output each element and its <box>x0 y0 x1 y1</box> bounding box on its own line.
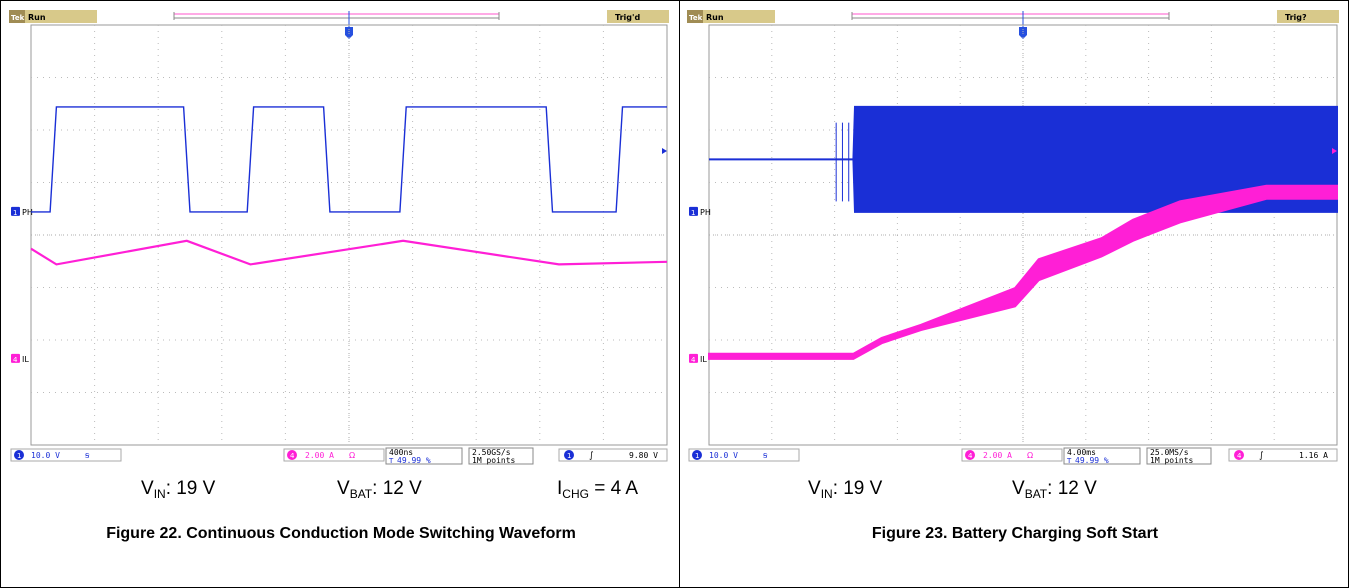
ch4-marker-num: 4 <box>13 356 18 364</box>
trigger-source-icon <box>1234 450 1244 460</box>
ch4-badge-icon <box>287 450 297 460</box>
ch1-label: PH <box>22 208 33 217</box>
tek-logo <box>687 10 703 23</box>
acquisition-box <box>468 447 534 465</box>
ch4-scale: 2.00 A <box>983 451 1012 460</box>
run-badge <box>687 10 775 23</box>
run-badge <box>9 10 97 23</box>
vin-condition: VIN: 19 V <box>808 478 883 501</box>
timebase: 4.00ms <box>1067 448 1096 457</box>
figure-caption: Figure 23. Battery Charging Soft Start <box>871 525 1159 542</box>
bandwidth-limit-icon: Ꞩ <box>85 452 90 460</box>
trigger-level-icon <box>662 148 667 154</box>
trigger-source-num: 1 <box>567 452 571 460</box>
ch4-marker <box>11 353 20 363</box>
header-bar <box>687 9 1339 25</box>
ch4-label: IL <box>22 355 29 364</box>
figure-caption: Figure 22. Continuous Conduction Mode Sw… <box>106 525 576 542</box>
acquisition-box <box>1146 447 1212 465</box>
figure-22-panel: Tek Run Trig'd 1 PH 4 IL 1 10.0 V Ꞩ 4 2.00 A Ω 400ns T… <box>0 0 680 588</box>
trigger-pos-icon: T <box>388 457 394 465</box>
run-status: Run <box>706 13 724 22</box>
ch1-marker <box>11 206 20 216</box>
ch1-marker-num: 1 <box>13 209 17 217</box>
timebase-box <box>385 447 463 465</box>
ch4-badge-num: 4 <box>290 452 295 460</box>
trigger-badge <box>1277 10 1339 23</box>
il-trace <box>30 239 668 266</box>
figure-23-panel: Tek Run Trig? 1 PH 4 IL 1 10.0 V Ꞩ 4 2.00 A Ω 4.00ms T… <box>679 0 1349 588</box>
run-status: Run <box>28 13 46 22</box>
header-bar <box>9 9 669 25</box>
trigger-level-icon <box>1332 148 1337 154</box>
ch4-readout-box <box>283 448 385 462</box>
trigger-slope-icon: ∫ <box>1259 451 1264 461</box>
vbat-condition: VBAT: 12 V <box>1012 478 1097 501</box>
ch1-scale: 10.0 V <box>709 451 738 460</box>
tek-logo <box>9 10 25 23</box>
scope-svg: Tek Run Trig? 1 PH 4 IL 1 10.0 V Ꞩ 4 2.00 A Ω 4.00msT… <box>687 9 1339 465</box>
trigger-position: 49.99 % <box>1075 456 1109 465</box>
ph-trace <box>31 106 667 213</box>
trigger-source-icon <box>564 450 574 460</box>
trigger-level: 9.80 V <box>629 451 658 460</box>
trigger-level: 1.16 A <box>1299 451 1328 460</box>
vbat-condition: VBAT: 12 V <box>337 478 422 501</box>
record-length: 1M points <box>1150 456 1194 465</box>
trigger-slope-icon: ∫ <box>589 451 594 461</box>
ch1-badge-num: 1 <box>695 452 699 460</box>
sample-rate: 2.50GS/s <box>472 448 511 457</box>
trigger-status: Trig? <box>1285 13 1307 22</box>
trigger-position: 49.99 % <box>397 456 431 465</box>
oscilloscope-screen: Tek Run Trig'd 1 PH 4 IL 1 10.0 V Ꞩ 4 2.00 A Ω 400ns T… <box>9 9 669 465</box>
ch1-marker <box>689 206 698 216</box>
ch4-termination: Ω <box>349 451 355 460</box>
ch1-readout-box <box>688 448 800 462</box>
tek-logo-text: Tek <box>11 14 25 22</box>
trigger-pos-icon: T <box>1066 457 1072 465</box>
ch4-termination: Ω <box>1027 451 1033 460</box>
il-envelope <box>708 184 1338 360</box>
ch4-label: IL <box>700 355 707 364</box>
ch1-badge-icon <box>14 450 24 460</box>
oscilloscope-screen: Tek Run Trig? 1 PH 4 IL 1 10.0 V Ꞩ 4 2.00 A Ω 4.00ms T… <box>687 9 1339 465</box>
record-length: 1M points <box>472 456 516 465</box>
timebase: 400ns <box>389 448 413 457</box>
trigger-source-num: 4 <box>1237 452 1242 460</box>
sample-rate: 25.0MS/s <box>1150 448 1189 457</box>
ch1-scale: 10.0 V <box>31 451 60 460</box>
timebase-box <box>1063 447 1141 465</box>
ch1-readout-box <box>10 448 122 462</box>
trigger-readout-box <box>1228 448 1338 462</box>
tek-logo-text: Tek <box>689 14 703 22</box>
ch4-marker <box>689 353 698 363</box>
ch4-badge-num: 4 <box>968 452 973 460</box>
ch4-readout-box <box>961 448 1063 462</box>
ch4-badge-icon <box>965 450 975 460</box>
ch1-marker-num: 1 <box>691 209 695 217</box>
vin-condition: VIN: 19 V <box>141 478 216 501</box>
trigger-badge <box>607 10 669 23</box>
bandwidth-limit-icon: Ꞩ <box>763 452 768 460</box>
ch4-scale: 2.00 A <box>305 451 334 460</box>
ph-envelope <box>709 105 1338 213</box>
trigger-status: Trig'd <box>615 13 640 22</box>
ch4-marker-num: 4 <box>691 356 696 364</box>
ch1-badge-num: 1 <box>17 452 21 460</box>
ch1-badge-icon <box>692 450 702 460</box>
ch1-label: PH <box>700 208 711 217</box>
trigger-readout-box <box>558 448 668 462</box>
ichg-condition: ICHG = 4 A <box>557 478 639 501</box>
scope-svg: Tek Run Trig'd 1 PH 4 IL 1 10.0 V Ꞩ 4 2.00 A Ω 400nsT… <box>9 9 669 465</box>
